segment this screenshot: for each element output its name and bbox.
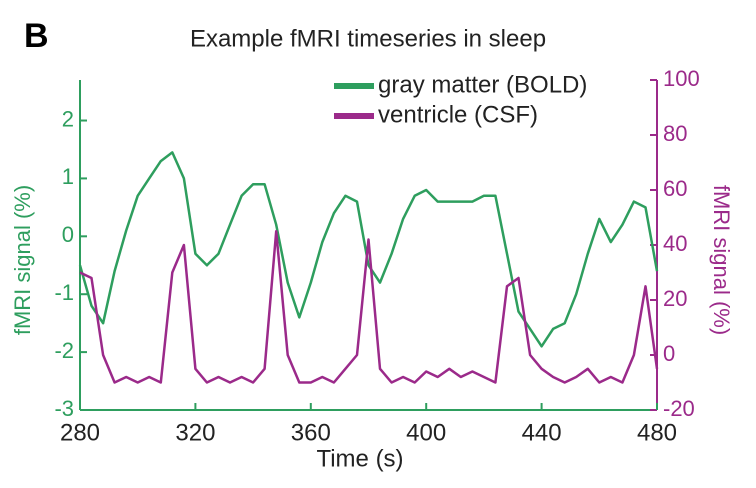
x-axis-label: Time (s) (316, 445, 403, 472)
y-tick-label: 2 (62, 106, 74, 131)
y2-axis-label: fMRI signal (%) (709, 185, 734, 335)
y-tick-label: 1 (62, 164, 74, 189)
y2-tick-label: 0 (663, 341, 675, 366)
panel-label: B (24, 17, 49, 55)
x-tick-label: 480 (637, 419, 677, 446)
y2-tick-label: 20 (663, 286, 687, 311)
y2-tick-label: 80 (663, 121, 687, 146)
legend-label: gray matter (BOLD) (378, 71, 587, 98)
data-line (78, 151, 659, 348)
x-tick-label: 320 (175, 419, 215, 446)
y2-tick-label: 100 (663, 66, 700, 91)
data-line (79, 230, 659, 384)
x-tick-label: 440 (522, 419, 562, 446)
y-tick-label: 0 (62, 222, 74, 247)
y2-tick-label: 40 (663, 231, 687, 256)
y2-tick-label: 60 (663, 176, 687, 201)
x-tick-label: 280 (60, 419, 100, 446)
legend-label: ventricle (CSF) (378, 101, 538, 128)
chart-title: Example fMRI timeseries in sleep (190, 25, 546, 52)
y-tick-label: -1 (54, 280, 74, 305)
y-axis-label: fMRI signal (%) (10, 185, 35, 335)
y-tick-label: -3 (54, 396, 74, 421)
y2-tick-label: -20 (663, 396, 695, 421)
x-tick-label: 400 (406, 419, 446, 446)
x-tick-label: 360 (291, 419, 331, 446)
y-tick-label: -2 (54, 338, 74, 363)
